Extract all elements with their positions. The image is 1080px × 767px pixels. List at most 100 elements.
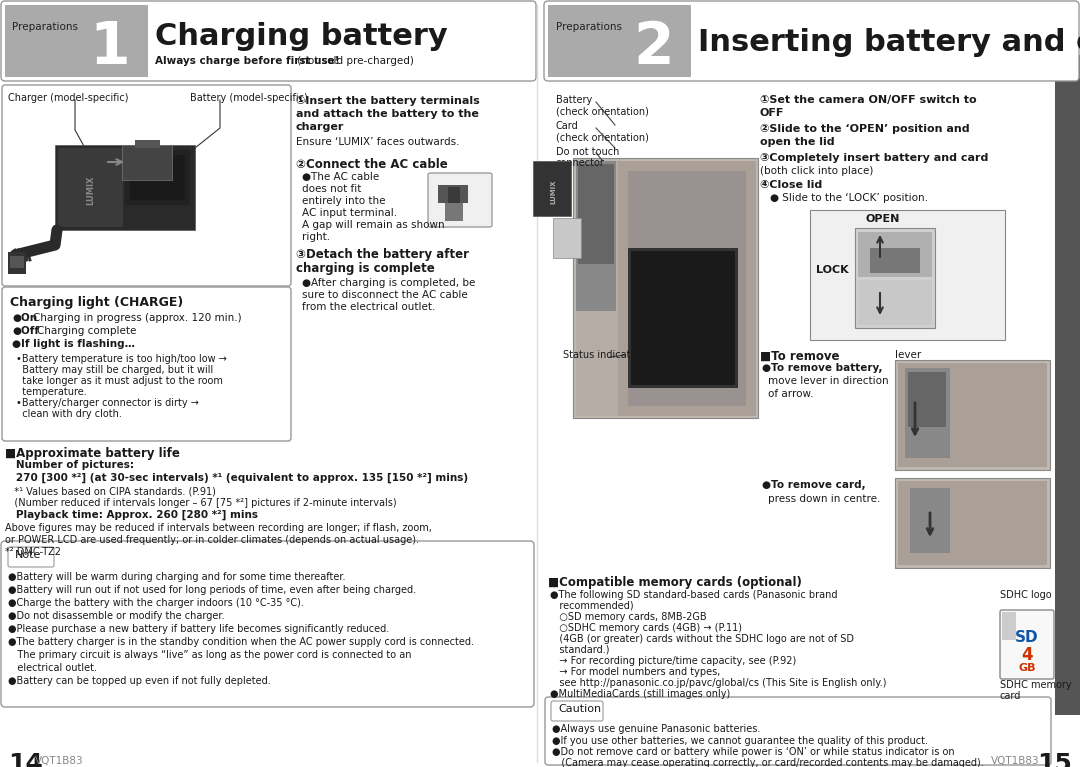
Text: ●On: ●On xyxy=(12,313,37,323)
Text: *² DMC-TZ2: *² DMC-TZ2 xyxy=(5,547,60,557)
FancyBboxPatch shape xyxy=(2,287,291,441)
Text: SDHC memory: SDHC memory xyxy=(1000,680,1071,690)
Text: (check orientation): (check orientation) xyxy=(556,132,649,142)
Bar xyxy=(448,187,460,203)
Text: press down in centre.: press down in centre. xyxy=(768,494,880,504)
Bar xyxy=(438,185,468,203)
Bar xyxy=(553,218,581,258)
Text: take longer as it must adjust to the room: take longer as it must adjust to the roo… xyxy=(16,376,222,386)
Text: ●After charging is completed, be: ●After charging is completed, be xyxy=(302,278,475,288)
Text: Number of pictures:: Number of pictures: xyxy=(5,460,134,470)
Bar xyxy=(870,248,920,273)
Bar xyxy=(578,164,615,264)
FancyBboxPatch shape xyxy=(551,701,603,721)
Text: Battery: Battery xyxy=(556,95,592,105)
Text: ●Do not disassemble or modify the charger.: ●Do not disassemble or modify the charge… xyxy=(8,611,225,621)
Bar xyxy=(8,252,26,274)
Bar xyxy=(576,161,616,311)
Text: ②Connect the AC cable: ②Connect the AC cable xyxy=(296,158,448,171)
Bar xyxy=(122,145,172,180)
Text: 1: 1 xyxy=(90,18,131,75)
Bar xyxy=(573,158,758,418)
Text: charging is complete: charging is complete xyxy=(296,262,435,275)
Text: card: card xyxy=(1000,691,1022,701)
Bar xyxy=(897,481,1047,565)
Text: Battery (model-specific): Battery (model-specific) xyxy=(190,93,308,103)
Text: ○SD memory cards, 8MB-2GB: ○SD memory cards, 8MB-2GB xyxy=(550,612,706,622)
Text: Card: Card xyxy=(556,121,579,131)
Text: ③Completely insert battery and card: ③Completely insert battery and card xyxy=(760,153,988,163)
Text: 4: 4 xyxy=(1022,646,1032,664)
Bar xyxy=(855,228,935,328)
Bar xyxy=(627,171,746,406)
Text: 2: 2 xyxy=(634,18,674,75)
Bar xyxy=(548,5,693,77)
FancyBboxPatch shape xyxy=(1000,610,1054,679)
Text: ●To remove card,: ●To remove card, xyxy=(762,480,866,490)
Text: ●MultiMediaCards (still images only): ●MultiMediaCards (still images only) xyxy=(550,689,730,699)
Text: : Charging complete: : Charging complete xyxy=(30,326,136,336)
Text: lever: lever xyxy=(895,350,921,360)
Text: see http://panasonic.co.jp/pavc/global/cs (This Site is English only.): see http://panasonic.co.jp/pavc/global/c… xyxy=(550,678,887,688)
Text: ●The battery charger is in the standby condition when the AC power supply cord i: ●The battery charger is in the standby c… xyxy=(8,637,474,647)
Text: LUMIX: LUMIX xyxy=(86,175,95,205)
Text: ●The AC cable: ●The AC cable xyxy=(302,172,379,182)
Text: ●Off: ●Off xyxy=(12,326,39,336)
Text: SDHC logo: SDHC logo xyxy=(1000,590,1052,600)
Text: ①Set the camera ON/OFF switch to: ①Set the camera ON/OFF switch to xyxy=(760,95,976,105)
Text: 15: 15 xyxy=(1037,752,1072,767)
Text: ●If light is flashing…: ●If light is flashing… xyxy=(12,339,135,349)
Text: VQT1B83: VQT1B83 xyxy=(991,756,1040,766)
Text: LUMIX: LUMIX xyxy=(550,179,556,204)
Text: Charging battery: Charging battery xyxy=(156,22,448,51)
Text: OPEN: OPEN xyxy=(865,214,900,224)
Text: open the lid: open the lid xyxy=(760,137,835,147)
Text: ●Charge the battery with the charger indoors (10 °C-35 °C).: ●Charge the battery with the charger ind… xyxy=(8,598,303,608)
Text: LOCK: LOCK xyxy=(816,265,849,275)
FancyBboxPatch shape xyxy=(1,541,534,707)
Text: ●If you use other batteries, we cannot guarantee the quality of this product.: ●If you use other batteries, we cannot g… xyxy=(552,736,928,746)
Bar xyxy=(810,210,1005,340)
Bar xyxy=(895,360,1050,470)
Text: (not sold pre-charged): (not sold pre-charged) xyxy=(295,56,415,66)
Text: → For recording picture/time capacity, see (P.92): → For recording picture/time capacity, s… xyxy=(550,656,796,666)
Text: from the electrical outlet.: from the electrical outlet. xyxy=(302,302,435,312)
FancyBboxPatch shape xyxy=(428,173,492,227)
FancyBboxPatch shape xyxy=(8,547,54,567)
FancyBboxPatch shape xyxy=(2,85,291,286)
Bar xyxy=(534,161,571,216)
Text: Preparations: Preparations xyxy=(12,22,78,32)
Text: ●The following SD standard-based cards (Panasonic brand: ●The following SD standard-based cards (… xyxy=(550,590,837,600)
Text: Inserting battery and card: Inserting battery and card xyxy=(698,28,1080,57)
Text: Battery may still be charged, but it will: Battery may still be charged, but it wil… xyxy=(16,365,213,375)
Bar xyxy=(10,256,24,268)
Text: •Battery/charger connector is dirty →: •Battery/charger connector is dirty → xyxy=(16,398,199,408)
Text: or POWER LCD are used frequently; or in colder climates (depends on actual usage: or POWER LCD are used frequently; or in … xyxy=(5,535,419,545)
Text: ● Slide to the ‘LOCK’ position.: ● Slide to the ‘LOCK’ position. xyxy=(770,193,928,203)
Text: Preparations: Preparations xyxy=(556,22,622,32)
Bar xyxy=(55,145,195,230)
Bar xyxy=(58,148,123,227)
Text: of arrow.: of arrow. xyxy=(768,389,813,399)
FancyBboxPatch shape xyxy=(545,697,1051,765)
Bar xyxy=(135,140,160,148)
Text: OFF: OFF xyxy=(760,108,784,118)
Bar xyxy=(1002,612,1016,640)
Text: does not fit: does not fit xyxy=(302,184,362,194)
Text: and attach the battery to the: and attach the battery to the xyxy=(296,109,478,119)
Text: recommended): recommended) xyxy=(550,601,634,611)
Bar xyxy=(858,232,932,277)
Text: Note: Note xyxy=(15,550,41,560)
Text: charger: charger xyxy=(296,122,345,132)
Bar xyxy=(908,372,946,427)
Text: ②Slide to the ‘OPEN’ position and: ②Slide to the ‘OPEN’ position and xyxy=(760,124,970,134)
Text: entirely into the: entirely into the xyxy=(302,196,386,206)
Text: ④Close lid: ④Close lid xyxy=(760,180,822,190)
Text: Ensure ‘LUMIX’ faces outwards.: Ensure ‘LUMIX’ faces outwards. xyxy=(296,137,459,147)
Text: (Number reduced if intervals longer – 67 [75 *²] pictures if 2-minute intervals): (Number reduced if intervals longer – 67… xyxy=(5,498,396,508)
Text: sure to disconnect the AC cable: sure to disconnect the AC cable xyxy=(302,290,468,300)
Text: ●To remove battery,: ●To remove battery, xyxy=(762,363,882,373)
Text: ③Detach the battery after: ③Detach the battery after xyxy=(296,248,469,261)
Text: Above figures may be reduced if intervals between recording are longer; if flash: Above figures may be reduced if interval… xyxy=(5,523,432,533)
Text: 14: 14 xyxy=(8,752,43,767)
